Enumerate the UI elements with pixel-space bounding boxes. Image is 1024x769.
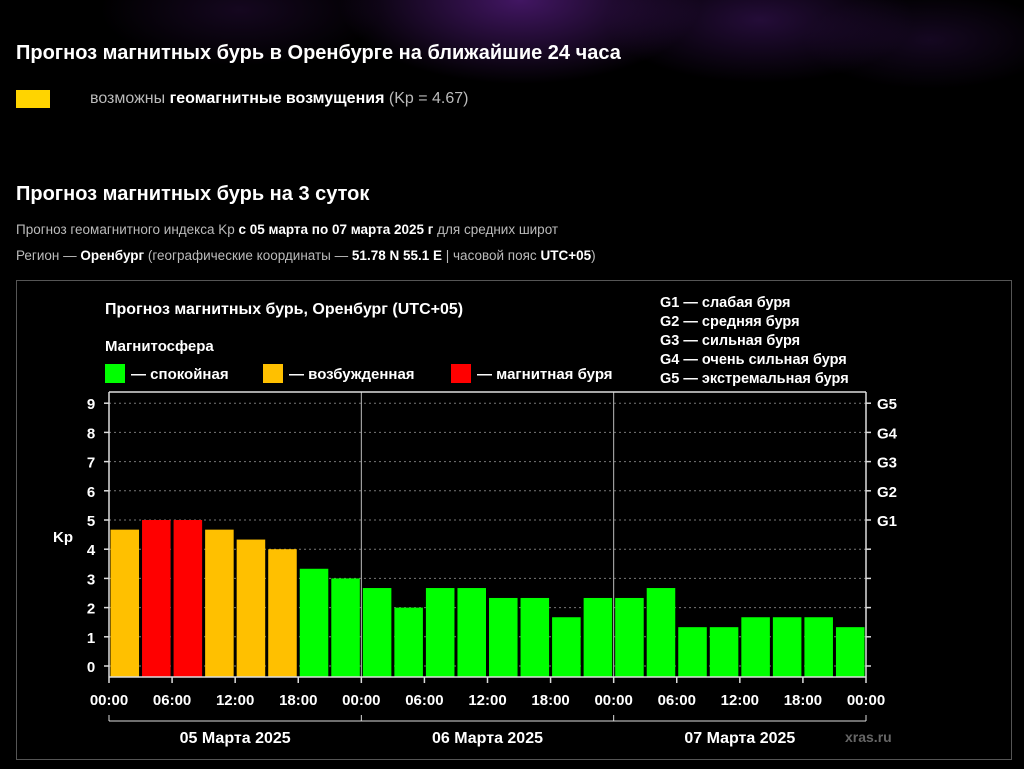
y-tick-label: 7 [87,455,95,472]
region-timezone: UTC+05 [540,248,592,263]
storm-level-label: G2 [877,484,897,501]
kp-chart-container: Прогноз магнитных бурь, Оренбург (UTC+05… [16,280,1012,760]
y-tick-label: 3 [87,571,95,588]
kp-bar [772,617,802,677]
kp-bar [457,588,486,677]
storm-scale-item: G1 — слабая буря [660,295,791,311]
forecast-24h-line: возможны геомагнитные возмущения (Kp = 4… [16,88,468,110]
x-tick-label: 18:00 [279,692,317,709]
forecast-3d-title: Прогноз магнитных бурь на 3 суток [16,183,370,205]
y-axis-label: Kp [53,529,73,546]
x-tick-label: 00:00 [847,692,885,709]
period-suffix: для средних широт [437,222,559,237]
kp-bar [425,588,455,677]
x-tick-label: 00:00 [90,692,128,709]
region-info-close: ) [591,248,596,263]
storm-level-label: G1 [877,513,897,530]
y-tick-label: 6 [87,484,95,501]
storm-level-label: G5 [877,396,897,413]
storm-scale-item: G5 — экстремальная буря [660,371,849,387]
kp-bar [142,520,171,677]
forecast-24h-text: возможны геомагнитные возмущения (Kp = 4… [90,90,468,108]
legend-label: — спокойная [131,366,229,383]
kp-chart: Прогноз магнитных бурь, Оренбург (UTC+05… [53,295,898,747]
kp-bar [394,607,423,677]
period-prefix: Прогноз геомагнитного индекса Kp [16,222,235,237]
x-tick-label: 18:00 [531,692,569,709]
storm-scale-legend: G1 — слабая буря G2 — средняя буря G3 — си… [660,295,849,387]
day-label: 05 Марта 2025 [180,730,291,747]
y-tick-label: 1 [87,630,95,647]
y-tick-label: 9 [87,396,95,413]
x-tick-label: 12:00 [721,692,759,709]
storm-scale-item: G3 — сильная буря [660,333,800,349]
x-tick-label: 18:00 [784,692,822,709]
kp-bar [615,597,644,677]
y-tick-label: 4 [87,542,96,559]
y-tick-label: 0 [87,659,95,676]
x-tick-label: 12:00 [468,692,506,709]
x-tick-label: 06:00 [658,692,696,709]
kp-bar [552,617,581,677]
legend-label: — возбужденная [289,366,415,383]
plot-area: 0 1 2 3 4 5 6 7 8 9 G1 G2 G3 G4 G5 00:00 06:00 12:00 18:00… [87,391,898,747]
legend-swatch [451,364,471,383]
storm-level-label: G3 [877,455,897,472]
x-tick-label: 12:00 [216,692,254,709]
legend-title: Магнитосфера [105,338,214,355]
legend-swatch [263,364,283,383]
x-tick-label: 06:00 [405,692,443,709]
kp-bar [268,549,297,677]
y-tick-label: 2 [87,601,95,618]
kp-bar [205,529,234,677]
storm-level-label: G4 [877,425,898,442]
kp-bar [835,627,865,677]
kp-bar [646,588,676,677]
kp-bar [709,627,739,677]
day-label: 06 Марта 2025 [432,730,543,747]
x-tick-label: 00:00 [342,692,380,709]
kp-bar [583,597,613,677]
kp-bar [741,617,770,677]
kp-bar [678,627,707,677]
region-prefix: Регион — [16,248,77,263]
timezone-prefix: | часовой пояс [445,248,537,263]
forecast-period-info: Прогноз геомагнитного индекса Kp с 05 ма… [16,222,558,237]
y-tick-label: 8 [87,425,95,442]
chart-title: Прогноз магнитных бурь, Оренбург (UTC+05… [105,301,463,318]
kp-bar [173,520,203,677]
region-info: Регион — Оренбург (географические коорди… [16,248,596,263]
forecast-24h-title: Прогноз магнитных бурь в Оренбурге на бл… [16,42,621,64]
space-background [0,0,1024,150]
storm-scale-item: G2 — средняя буря [660,314,800,330]
watermark: xras.ru [845,729,892,745]
y-tick-label: 5 [87,513,95,530]
forecast-level: геомагнитные возмущения [169,90,385,107]
day-label: 07 Марта 2025 [684,730,795,747]
x-tick-label: 00:00 [594,692,632,709]
period-dates: с 05 марта по 07 марта 2025 г [238,222,434,237]
storm-scale-item: G4 — очень сильная буря [660,352,847,368]
kp-bar [489,597,518,677]
forecast-prefix: возможны [90,90,166,107]
region-name: Оренбург [80,248,145,263]
chart-legend: — спокойная — возбужденная — магнитная бур… [105,364,613,383]
x-tick-label: 06:00 [153,692,191,709]
forecast-level-swatch [16,90,50,108]
coords-prefix: (географические координаты — [147,248,349,263]
kp-bar [520,597,550,677]
kp-bar [804,617,833,677]
kp-bar [299,568,329,677]
region-coords: 51.78 N 55.1 E [351,248,442,263]
kp-bar [362,588,392,677]
kp-bar [331,578,360,677]
legend-swatch [105,364,125,383]
forecast-kp: (Kp = 4.67) [388,90,469,107]
kp-bar [110,529,140,677]
kp-bar [236,539,266,677]
legend-label: — магнитная буря [477,366,613,383]
